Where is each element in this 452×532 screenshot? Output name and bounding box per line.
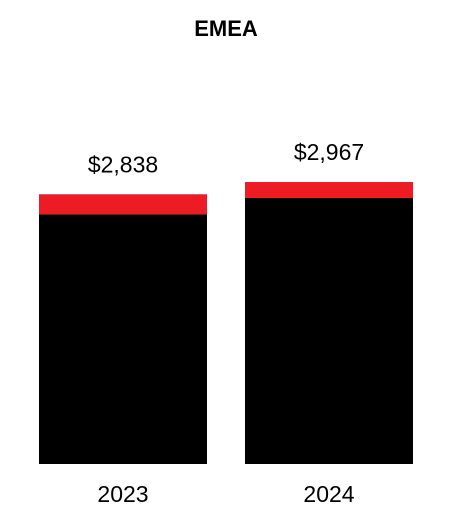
chart-title: EMEA [194,16,258,41]
bar-segment [39,194,207,215]
bar-segment [39,214,207,464]
bar-segment [245,197,413,464]
x-tick-label: 2024 [303,481,354,507]
x-tick-label: 2023 [97,481,148,507]
total-label: $2,838 [88,151,158,177]
total-label: $2,967 [294,139,364,165]
bar-segment [245,182,413,198]
